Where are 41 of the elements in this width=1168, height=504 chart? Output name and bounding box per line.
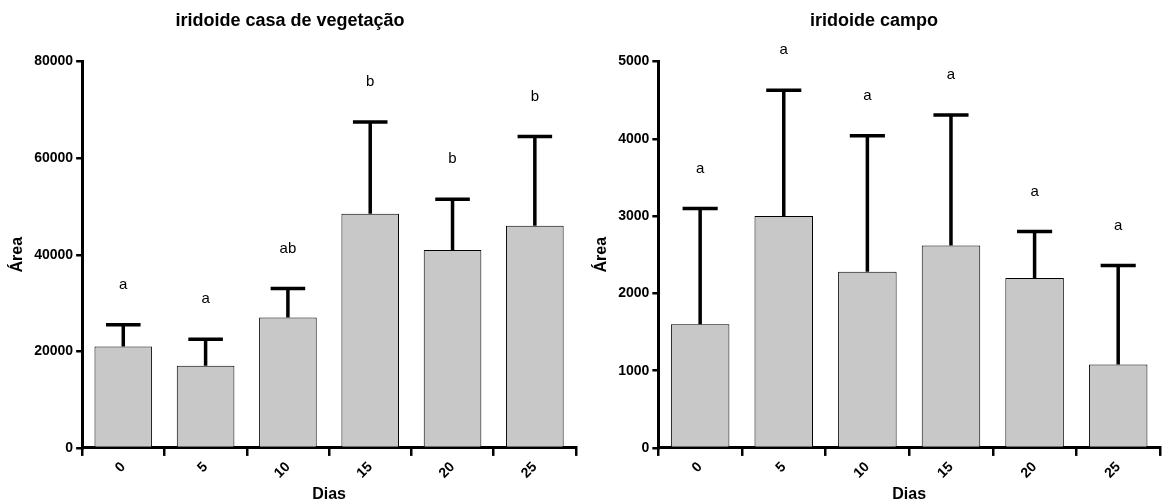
y-tick-label: 0 xyxy=(641,438,650,455)
x-axis-title: Dias xyxy=(312,484,347,502)
y-tick-label: 80000 xyxy=(34,52,74,69)
x-tick-label: 20 xyxy=(435,458,458,481)
x-axis-title: Dias xyxy=(892,484,927,502)
x-tick-label: 5 xyxy=(193,458,211,476)
y-axis-title: Área xyxy=(591,236,610,273)
x-tick-label: 0 xyxy=(688,458,706,476)
y-tick-label: 40000 xyxy=(34,245,74,262)
x-tick-label: 15 xyxy=(933,458,956,481)
annotation: a xyxy=(863,85,873,103)
y-tick-label: 60000 xyxy=(34,149,74,166)
x-tick-label: 10 xyxy=(849,458,873,481)
annotation: a xyxy=(119,274,129,292)
annotation: a xyxy=(1114,215,1124,233)
y-tick-label: 4000 xyxy=(618,129,650,146)
annotation: a xyxy=(1030,181,1040,199)
y-tick-label: 1000 xyxy=(618,361,650,378)
chart-title: iridoide campo xyxy=(809,9,939,30)
annotation: a xyxy=(201,289,211,307)
y-axis-title: Área xyxy=(7,236,26,273)
x-tick-label: 5 xyxy=(771,458,789,476)
y-tick-label: 2000 xyxy=(618,284,650,301)
annotation: b xyxy=(530,86,540,104)
y-tick-label: 20000 xyxy=(34,342,74,359)
annotation: a xyxy=(946,65,956,83)
x-tick-label: 10 xyxy=(270,458,293,481)
annotation: ab xyxy=(279,238,297,256)
x-tick-label: 25 xyxy=(1100,458,1124,481)
x-tick-label: 0 xyxy=(111,458,129,476)
y-tick-label: 5000 xyxy=(618,52,650,69)
x-tick-label: 15 xyxy=(352,458,376,481)
x-tick-label: 20 xyxy=(1017,458,1040,481)
annotation: a xyxy=(695,158,705,176)
annotation: b xyxy=(366,72,375,90)
x-tick-label: 25 xyxy=(517,458,540,481)
y-tick-label: 3000 xyxy=(618,206,650,223)
text: a xyxy=(779,40,789,58)
y-tick-label: 0 xyxy=(65,438,74,455)
annotation: b xyxy=(448,149,457,167)
chart-title: iridoide casa de vegetação xyxy=(175,9,405,30)
